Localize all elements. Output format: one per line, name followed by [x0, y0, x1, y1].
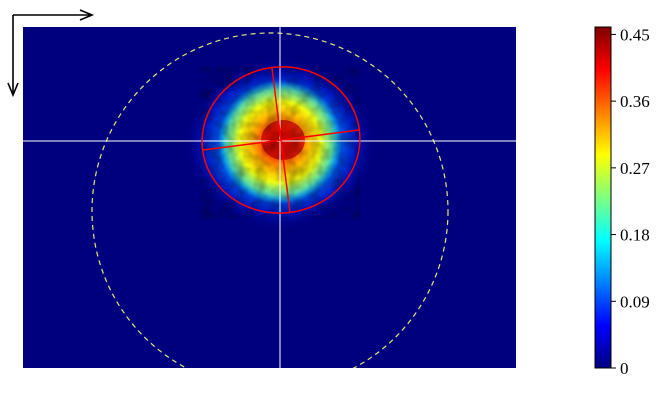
- colorbar-tick-label: 0.09: [620, 292, 650, 311]
- intensity-image: [23, 27, 516, 368]
- aperture-circle: [91, 32, 449, 368]
- right-arrow-icon: [79, 9, 95, 21]
- colorbar: 0 0.09 0.18 0.27 0.36 0.45: [594, 25, 650, 378]
- colorbar-tick-label: 0.45: [620, 25, 650, 44]
- colorbar-tick-label: 0.18: [620, 226, 650, 245]
- fit-minor-axis: [271, 67, 291, 214]
- colorbar-ticks: 0 0.09 0.18 0.27 0.36 0.45: [611, 25, 650, 378]
- colorbar-tick-label: 0.36: [620, 92, 650, 111]
- down-arrow-icon: [7, 82, 19, 98]
- colorbar-tick-label: 0.27: [620, 159, 650, 178]
- colorbar-tick-label: 0: [620, 359, 629, 378]
- axis-arrows: [7, 9, 95, 98]
- colorbar-scale: [594, 26, 612, 369]
